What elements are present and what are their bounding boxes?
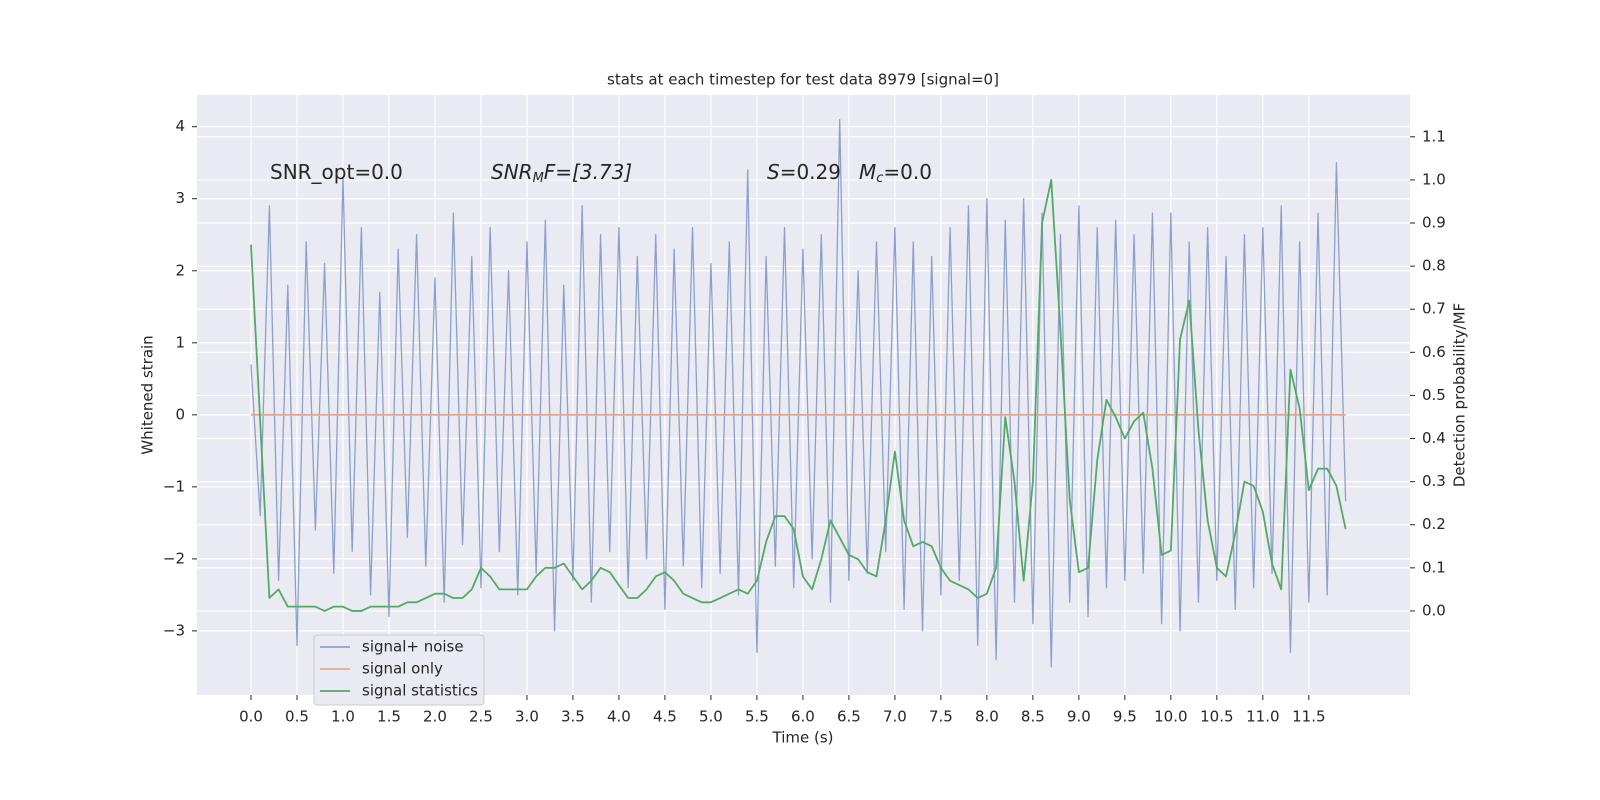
- y2-tick-label: 0.0: [1422, 601, 1446, 619]
- annotation-text: SNR: [491, 160, 533, 184]
- y-tick-label: 4: [175, 117, 185, 135]
- y-axis-label: Whitened strain: [139, 335, 157, 454]
- x-tick-label: 8.0: [975, 708, 999, 726]
- y-tick-label: 3: [175, 189, 185, 207]
- y-tick-label: 2: [175, 261, 185, 279]
- annotation-text: M: [859, 160, 876, 184]
- y2-axis-label: Detection probability/MF: [1451, 303, 1469, 487]
- x-tick-label: 1.5: [377, 708, 401, 726]
- legend-label: signal+ noise: [362, 638, 464, 656]
- y2-tick-label: 0.5: [1422, 386, 1446, 404]
- legend-label: signal only: [362, 660, 443, 678]
- x-tick-label: 10.5: [1200, 708, 1233, 726]
- annotation: Mc=0.0: [859, 160, 932, 186]
- x-tick-label: 8.5: [1021, 708, 1045, 726]
- annotation-text: =0.0: [883, 160, 932, 184]
- annotation: S=0.29: [767, 160, 841, 184]
- ticks: 0.0 0.5 1.0 1.5 2.0 2.5 3.0 3.5 4.0 4.5 5.0 5.5 6.0 6…: [163, 117, 1446, 725]
- y-tick-label: 1: [175, 333, 185, 351]
- y-tick-label: −2: [163, 549, 185, 567]
- marks: [250, 118, 1347, 668]
- x-tick-label: 5.5: [745, 708, 769, 726]
- series-line: [250, 118, 1347, 668]
- x-tick-label: 3.5: [561, 708, 585, 726]
- y2-tick-label: 0.2: [1422, 515, 1446, 533]
- legend-label: signal statistics: [362, 682, 478, 700]
- annotation-subscript: c: [876, 171, 883, 186]
- x-tick-label: 2.5: [469, 708, 493, 726]
- y2-tick-label: 0.1: [1422, 558, 1446, 576]
- y2-tick-label: 1.0: [1422, 170, 1446, 188]
- x-tick-label: 7.5: [929, 708, 953, 726]
- x-tick-label: 6.5: [837, 708, 861, 726]
- x-tick-label: 5.0: [699, 708, 723, 726]
- annotation-text: =0.29: [780, 160, 841, 184]
- annotation-text: SNR_opt=0.0: [270, 160, 403, 184]
- x-axis-label: Time (s): [772, 729, 834, 747]
- y-tick-label: −1: [163, 477, 185, 495]
- x-tick-label: 4.5: [653, 708, 677, 726]
- y2-tick-label: 0.6: [1422, 343, 1446, 361]
- y2-tick-label: 0.9: [1422, 214, 1446, 232]
- y2-tick-label: 0.3: [1422, 472, 1446, 490]
- y-tick-label: −3: [163, 621, 185, 639]
- x-tick-label: 6.0: [791, 708, 815, 726]
- annotation-text: F=[3.73]: [544, 160, 632, 184]
- y2-tick-label: 1.1: [1422, 127, 1446, 145]
- annotation: SNR_opt=0.0: [270, 160, 403, 184]
- y-tick-label: 0: [175, 405, 185, 423]
- x-tick-label: 0.0: [239, 708, 263, 726]
- annotation-text: S: [767, 160, 780, 184]
- annotation-subscript: M: [533, 171, 544, 186]
- x-tick-label: 11.5: [1292, 708, 1325, 726]
- y2-tick-label: 0.4: [1422, 429, 1446, 447]
- chart-title: stats at each timestep for test data 897…: [607, 71, 999, 89]
- x-tick-label: 7.0: [883, 708, 907, 726]
- x-tick-label: 0.5: [285, 708, 309, 726]
- x-tick-label: 3.0: [515, 708, 539, 726]
- y2-tick-label: 0.8: [1422, 257, 1446, 275]
- legend: signal+ noise signal only signal statistic…: [313, 634, 485, 706]
- x-tick-label: 2.0: [423, 708, 447, 726]
- annotation: SNRMF=[3.73]: [491, 160, 632, 186]
- x-tick-label: 4.0: [607, 708, 631, 726]
- x-tick-label: 1.0: [331, 708, 355, 726]
- x-tick-label: 11.0: [1246, 708, 1279, 726]
- y2-tick-label: 0.7: [1422, 300, 1446, 318]
- x-tick-label: 9.0: [1067, 708, 1091, 726]
- series-line: [250, 179, 1347, 612]
- x-tick-label: 10.0: [1154, 708, 1187, 726]
- legend-box: [313, 634, 485, 706]
- x-tick-label: 9.5: [1113, 708, 1137, 726]
